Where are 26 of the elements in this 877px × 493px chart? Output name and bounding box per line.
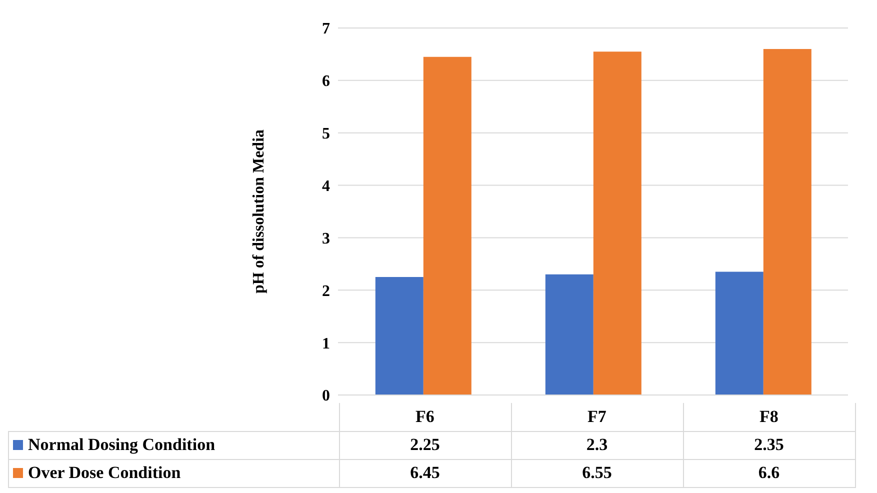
bar (715, 272, 764, 395)
y-tick-label: 7 (322, 20, 330, 38)
data-label: 2.3 (511, 431, 683, 459)
x-tick-label: F8 (683, 403, 855, 431)
y-axis-title: pH of dissolution Media (250, 129, 268, 294)
bar (763, 48, 812, 395)
bar (593, 52, 642, 395)
legend-label: Normal Dosing Condition (8, 431, 339, 459)
y-tick-label: 1 (322, 335, 330, 352)
y-tick-label: 5 (322, 126, 330, 143)
x-tick-label: F7 (511, 403, 683, 431)
y-tick-label: 4 (322, 178, 330, 195)
legend-label: Over Dose Condition (8, 459, 339, 487)
bar (375, 277, 424, 395)
y-tick-label: 2 (322, 282, 330, 300)
data-label: 6.6 (683, 459, 855, 487)
y-tick-label: 3 (322, 230, 330, 248)
bar (423, 56, 472, 395)
y-tick-label: 6 (322, 73, 330, 90)
bar (545, 274, 594, 395)
y-tick-label: 0 (322, 388, 330, 405)
data-label: 2.25 (339, 431, 511, 459)
data-label: 6.55 (511, 459, 683, 487)
x-tick-label: F6 (339, 403, 511, 431)
data-label: 2.35 (683, 431, 855, 459)
data-label: 6.45 (339, 459, 511, 487)
